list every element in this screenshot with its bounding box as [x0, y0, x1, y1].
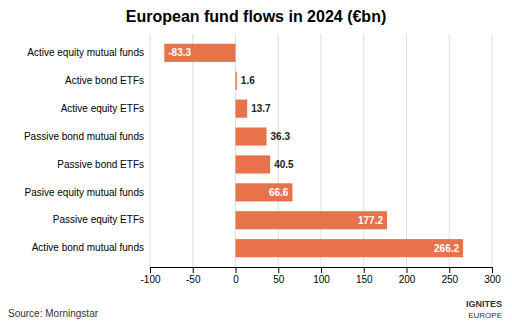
chart: European fund flows in 2024 (€bn) -100 -50… — [0, 0, 512, 325]
x-tick-mark — [236, 267, 237, 273]
y-tick: Active bond mutual funds — [32, 242, 150, 253]
data-label: 177.2 — [358, 215, 383, 226]
grid-line — [321, 34, 322, 267]
data-labels: -83.3 1.6 13.7 36.3 40.5 66.6 177.2 266.2 — [168, 47, 459, 253]
x-axis: -100 -50 0 50 100 150 200 250 300 — [140, 267, 501, 285]
logo-text: IGNITES — [466, 299, 502, 309]
grid-line — [235, 34, 236, 267]
y-tick-label: Pasive equity mutual funds — [24, 187, 144, 198]
y-tick: Passive bond ETFs — [57, 159, 150, 170]
x-tick-mark — [364, 267, 365, 273]
bar — [236, 72, 237, 90]
bar — [236, 127, 267, 145]
x-tick: 0 — [233, 267, 239, 285]
plot: -100 -50 0 50 100 150 200 250 300 Active equity m… — [24, 34, 501, 285]
data-label: 266.2 — [434, 243, 459, 254]
source-note: Source: Morningstar — [8, 308, 99, 319]
data-label: 40.5 — [274, 159, 294, 170]
grid-line — [492, 34, 493, 267]
data-label: 1.6 — [241, 75, 255, 86]
y-tick-label: Active bond ETFs — [65, 75, 144, 86]
x-tick-label: 200 — [399, 274, 416, 285]
bar — [236, 211, 388, 229]
y-tick: Active bond ETFs — [65, 75, 150, 86]
y-tick: Passive bond mutual funds — [24, 131, 150, 142]
data-label: -83.3 — [168, 47, 191, 58]
x-tick-label: -50 — [186, 274, 201, 285]
y-tick-label: Active equity mutual funds — [27, 47, 144, 58]
y-tick: Active equity mutual funds — [27, 47, 150, 58]
bar — [236, 239, 464, 257]
y-tick: Pasive equity mutual funds — [24, 187, 150, 198]
y-tick-label: Passive bond ETFs — [57, 159, 144, 170]
x-tick-label: 150 — [356, 274, 373, 285]
x-tick-mark — [150, 267, 151, 273]
x-tick: 150 — [356, 267, 373, 285]
grid-line — [449, 34, 450, 267]
x-tick-label: 100 — [313, 274, 330, 285]
bar — [164, 44, 235, 62]
x-tick-label: -100 — [140, 274, 160, 285]
x-tick-mark — [492, 267, 493, 273]
x-axis-line — [151, 268, 493, 274]
y-tick: Passive equity ETFs — [53, 214, 150, 225]
x-tick-mark — [321, 267, 322, 273]
y-tick-label: Passive equity ETFs — [53, 214, 144, 225]
logo-text: EUROPE — [468, 311, 502, 320]
x-tick: 250 — [441, 267, 458, 285]
data-label: 36.3 — [271, 131, 291, 142]
x-tick: 300 — [484, 267, 501, 285]
x-tick: -100 — [140, 267, 160, 285]
x-tick: -50 — [186, 267, 201, 285]
y-tick: Active equity ETFs — [61, 103, 150, 114]
y-tick-label: Active equity ETFs — [61, 103, 144, 114]
data-label: 66.6 — [269, 187, 289, 198]
grid-line — [278, 34, 279, 267]
grid-line — [363, 34, 364, 267]
grid-line — [150, 34, 151, 267]
x-tick-mark — [449, 267, 450, 273]
y-tick-label: Passive bond mutual funds — [24, 131, 144, 142]
x-tick-mark — [278, 267, 279, 273]
x-tick: 200 — [399, 267, 416, 285]
bar — [236, 183, 293, 201]
x-tick-mark — [193, 267, 194, 273]
grid — [150, 34, 492, 267]
x-tick-label: 300 — [484, 274, 501, 285]
bars — [164, 44, 463, 257]
title: European fund flows in 2024 (€bn) — [126, 8, 386, 25]
grid-line — [192, 34, 193, 267]
x-tick-label: 50 — [273, 274, 285, 285]
x-tick: 50 — [273, 267, 285, 285]
grid-line — [406, 34, 407, 267]
data-label: 13.7 — [251, 103, 271, 114]
bar — [236, 155, 271, 173]
x-tick: 100 — [313, 267, 330, 285]
y-axis: Active equity mutual funds Active bond ET… — [24, 47, 150, 253]
x-tick-mark — [407, 267, 408, 273]
y-tick-label: Active bond mutual funds — [32, 242, 144, 253]
x-tick-label: 250 — [441, 274, 458, 285]
x-tick-label: 0 — [233, 274, 239, 285]
bar — [236, 100, 248, 118]
